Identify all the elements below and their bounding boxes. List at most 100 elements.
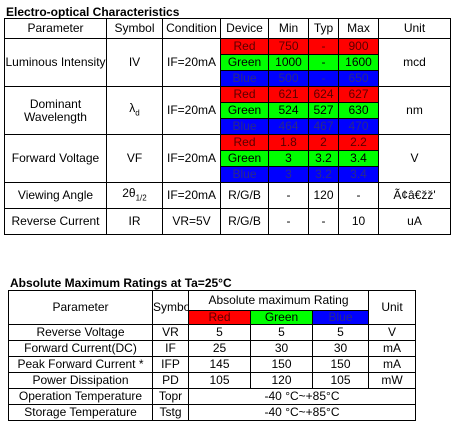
- symbol-cell: PD: [152, 372, 189, 389]
- symbol: 2θ: [122, 185, 136, 200]
- data-row: Power Dissipation PD 105 120 105 mW: [8, 372, 417, 389]
- min-cell: 524: [268, 102, 309, 119]
- min-cell: 750: [268, 38, 309, 55]
- value-cell: 30: [311, 340, 370, 357]
- value-cell: 145: [188, 356, 251, 373]
- typ-cell: 467: [308, 118, 339, 135]
- symbol-cell: VR: [152, 324, 189, 341]
- max-cell: 3.4: [338, 166, 379, 183]
- min-cell: -: [268, 208, 309, 235]
- symbol: IR: [128, 214, 141, 228]
- device-cell: Red: [220, 134, 269, 151]
- parameter-cell: Reverse Current: [4, 208, 107, 235]
- parameter-cell: Peak Forward Current *: [8, 356, 153, 373]
- symbol-cell: 2θ1/2: [106, 182, 163, 209]
- typ-cell: -: [308, 54, 339, 71]
- value-cell: 150: [311, 356, 370, 373]
- max-cell: 1600: [338, 54, 379, 71]
- parameter-cell: Viewing Angle: [4, 182, 107, 209]
- absolute-table: ParameterSymbolAbsolute maximum RatingUn…: [8, 290, 417, 421]
- min-cell: 3: [268, 166, 309, 183]
- data-row: Forward Voltage VF IF=20mA Red 1.8 2 2.2 V: [4, 134, 451, 183]
- typ-cell: -: [308, 38, 339, 55]
- symbol-cell: Tstg: [152, 404, 189, 421]
- typ-cell: 120: [308, 182, 339, 209]
- condition-cell: IF=20mA: [162, 134, 221, 183]
- symbol: IV: [128, 55, 141, 69]
- min-cell: 621: [268, 86, 309, 103]
- device-cell: Red: [220, 86, 269, 103]
- device-cell: Red: [220, 38, 269, 55]
- value-cell: 5: [250, 324, 313, 341]
- device-cell: Blue: [220, 118, 269, 135]
- device-cell: Green: [220, 102, 269, 119]
- header-cell: Typ: [308, 18, 339, 39]
- condition-cell: IF=20mA: [162, 182, 221, 209]
- header-row: Parameter Symbol Condition Device Min Typ Max U…: [4, 18, 451, 39]
- typ-cell: -: [308, 208, 339, 235]
- max-cell: -: [338, 182, 379, 209]
- unit-cell: mcd: [378, 38, 451, 87]
- typ-cell: -: [308, 70, 339, 87]
- range-cell: -40 °C~+85°C: [187, 404, 417, 421]
- header-cell: Symbol: [152, 290, 189, 325]
- value-cell: 105: [188, 372, 251, 389]
- symbol-cell: IF: [152, 340, 189, 357]
- typ-cell: 2: [308, 134, 339, 151]
- device-header: Blue: [311, 310, 370, 325]
- data-row: Blue 464 467 470: [5, 118, 451, 135]
- symbol: VF: [126, 151, 143, 165]
- unit-cell: uA: [378, 208, 451, 235]
- device-cell: Green: [220, 54, 269, 71]
- parameter-cell: Luminous Intensity: [4, 38, 107, 87]
- typ-cell: 527: [308, 102, 339, 119]
- section-title: Electro-optical Characteristics: [6, 5, 180, 19]
- min-cell: 500: [268, 70, 309, 87]
- parameter-cell: Dominant Wavelength: [4, 86, 107, 135]
- min-cell: 1.8: [268, 134, 309, 151]
- device-cell: Blue: [220, 166, 269, 183]
- value-cell: 105: [311, 372, 370, 389]
- typ-cell: 3.2: [308, 150, 339, 167]
- min-cell: 3: [268, 150, 309, 167]
- unit-cell: mA: [368, 356, 417, 373]
- max-cell: 2.2: [338, 134, 379, 151]
- condition-cell: IF=20mA: [162, 38, 221, 87]
- value-cell: 5: [311, 324, 370, 341]
- unit-cell: mW: [368, 372, 417, 389]
- typ-cell: 624: [308, 86, 339, 103]
- symbol: λ: [129, 100, 136, 115]
- header-cell: Symbol: [106, 18, 163, 39]
- data-row: Green 524 527 630: [5, 102, 451, 119]
- max-cell: 900: [338, 38, 379, 55]
- data-row: Forward Current(DC) IF 25 30 30 mA: [8, 340, 417, 357]
- parameter-cell: Reverse Voltage: [8, 324, 153, 341]
- value-cell: 5: [188, 324, 251, 341]
- data-row: Blue 500-650: [5, 70, 451, 87]
- parameter-cell: Operation Temperature: [8, 388, 153, 405]
- data-row: Reverse Current IR VR=5V R/G/B - -10 uA: [4, 208, 451, 235]
- symbol-cell: IR: [106, 208, 163, 235]
- data-row: Luminous Intensity IV IF=20mA Red 750-900 mcd: [4, 38, 451, 87]
- unit-cell: V: [378, 134, 451, 183]
- symbol-sub: d: [135, 108, 140, 118]
- header-cell: Max: [338, 18, 379, 39]
- header-cell: Parameter: [8, 290, 153, 325]
- symbol-cell: VF: [106, 134, 163, 183]
- header-cell: Absolute maximum Rating: [187, 290, 370, 311]
- value-cell: 30: [250, 340, 313, 357]
- symbol-cell: IV: [106, 38, 163, 87]
- symbol-sub: 1/2: [135, 193, 147, 203]
- typ-cell: 3.2: [308, 166, 339, 183]
- max-cell: 650: [338, 70, 379, 87]
- device-cell: Green: [220, 150, 269, 167]
- header-cell: Unit: [368, 290, 417, 325]
- parameter-cell: Forward Voltage: [4, 134, 107, 183]
- device-cell: Blue: [220, 70, 269, 87]
- header-cell: Parameter: [4, 18, 107, 39]
- symbol-cell: Topr: [152, 388, 189, 405]
- range-cell: -40 °C~+85°C: [187, 388, 417, 405]
- device-cell: R/G/B: [220, 182, 269, 209]
- data-row: Dominant Wavelength λd IF=20mA Red 621 624 627…: [4, 86, 451, 135]
